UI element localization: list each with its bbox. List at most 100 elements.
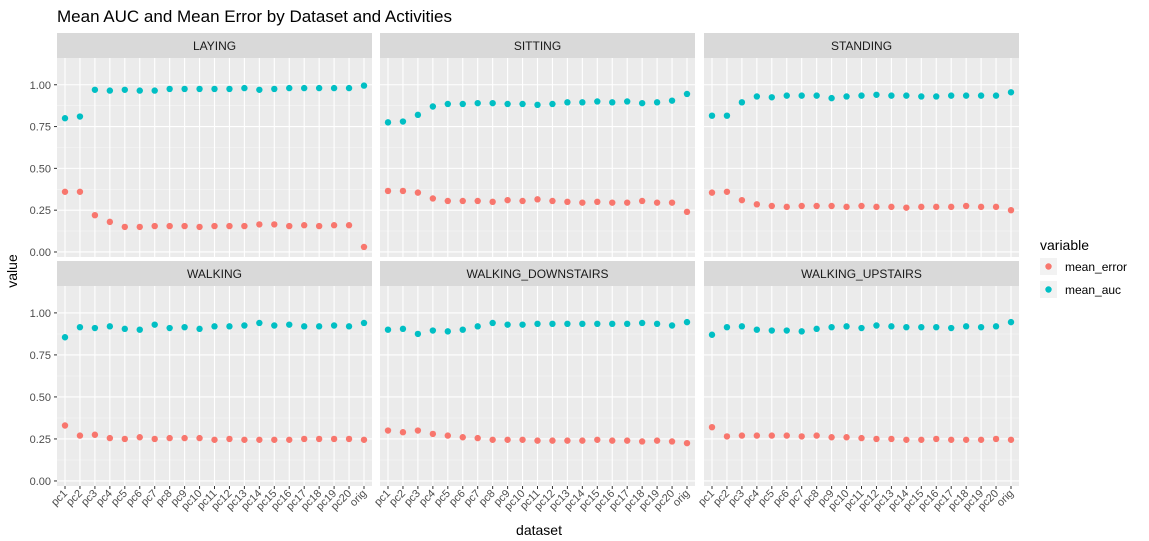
point-mean-auc [399, 118, 407, 125]
point-mean-auc [638, 99, 646, 107]
point-mean-auc [241, 322, 248, 329]
point-mean-error [414, 189, 422, 196]
legend-marker [1045, 286, 1052, 293]
legend-label: mean_auc [1065, 283, 1121, 297]
facet-strip [57, 33, 372, 58]
point-mean-error [360, 243, 368, 251]
point-mean-error [738, 432, 746, 439]
point-mean-auc [121, 325, 128, 333]
point-mean-auc [903, 92, 910, 99]
point-mean-auc [315, 84, 323, 92]
point-mean-error [1007, 436, 1015, 443]
point-mean-auc [256, 86, 263, 93]
point-mean-error [429, 430, 437, 438]
point-mean-error [753, 432, 761, 439]
point-mean-auc [798, 92, 805, 99]
legend: variable mean_error mean_auc [1040, 237, 1127, 298]
point-mean-error [918, 436, 925, 443]
point-mean-auc [638, 319, 646, 327]
point-mean-auc [106, 87, 114, 94]
point-mean-auc [668, 322, 676, 329]
point-mean-auc [360, 319, 368, 327]
point-mean-error [226, 222, 233, 230]
point-mean-auc [753, 93, 761, 100]
point-mean-auc [813, 325, 820, 333]
point-mean-auc [330, 84, 338, 92]
point-mean-auc [962, 323, 970, 330]
point-mean-error [196, 223, 203, 231]
point-mean-error [330, 222, 338, 229]
point-mean-error [286, 436, 293, 443]
point-mean-error [798, 433, 805, 440]
point-mean-auc [564, 99, 571, 106]
point-mean-error [519, 197, 526, 205]
point-mean-auc [91, 324, 99, 332]
point-mean-error [768, 202, 775, 210]
point-mean-error [708, 189, 716, 196]
point-mean-error [399, 187, 407, 195]
point-mean-auc [534, 320, 541, 328]
point-mean-error [519, 436, 526, 443]
point-mean-error [345, 222, 353, 229]
point-mean-auc [873, 91, 880, 98]
point-mean-error [61, 188, 69, 195]
point-mean-auc [549, 100, 556, 108]
point-mean-auc [683, 318, 691, 326]
point-mean-error [992, 435, 1000, 443]
legend-marker [1045, 263, 1052, 270]
point-mean-auc [753, 326, 761, 333]
y-tick-label: 1.00 [30, 80, 51, 92]
point-mean-error [271, 436, 278, 443]
y-tick-label: 0.25 [30, 434, 51, 446]
point-mean-auc [444, 100, 451, 108]
point-mean-auc [504, 100, 511, 108]
point-mean-auc [768, 94, 775, 101]
facet-strip-label: WALKING [187, 267, 242, 281]
point-mean-auc [843, 323, 850, 330]
x-tick-label: orig [671, 488, 692, 509]
point-mean-auc [564, 320, 571, 328]
point-mean-auc [918, 93, 925, 100]
point-mean-auc [151, 321, 158, 328]
point-mean-auc [738, 323, 746, 330]
point-mean-auc [151, 87, 158, 94]
point-mean-auc [315, 323, 323, 330]
point-mean-auc [783, 327, 790, 334]
point-mean-auc [534, 101, 541, 109]
point-mean-error [564, 198, 571, 206]
point-mean-error [489, 436, 496, 443]
point-mean-error [241, 222, 248, 230]
point-mean-auc [858, 324, 865, 332]
point-mean-error [315, 435, 323, 443]
point-mean-error [414, 427, 422, 434]
point-mean-error [301, 435, 308, 443]
point-mean-auc [828, 94, 835, 102]
point-mean-error [843, 203, 850, 211]
point-mean-auc [992, 323, 1000, 330]
point-mean-auc [241, 84, 248, 92]
point-mean-auc [579, 320, 586, 328]
facet-panel: WALKING0.000.250.500.751.00pc1pc2pc3pc4p… [30, 261, 372, 513]
facet-strip-label: SITTING [514, 39, 561, 53]
point-mean-error [136, 434, 143, 441]
point-mean-auc [579, 99, 586, 106]
point-mean-error [76, 432, 84, 439]
point-mean-error [977, 436, 985, 443]
point-mean-error [474, 197, 481, 205]
point-mean-auc [1007, 89, 1015, 96]
point-mean-auc [489, 99, 496, 107]
point-mean-error [948, 203, 955, 211]
point-mean-auc [301, 323, 308, 330]
point-mean-error [549, 197, 556, 205]
point-mean-auc [226, 85, 233, 93]
point-mean-error [753, 201, 761, 208]
point-mean-auc [136, 326, 143, 333]
point-mean-error [962, 202, 970, 210]
x-tick-label: orig [348, 488, 369, 509]
point-mean-auc [828, 323, 835, 331]
point-mean-error [858, 202, 865, 210]
point-mean-error [933, 203, 940, 211]
point-mean-error [301, 222, 308, 229]
point-mean-auc [136, 87, 143, 94]
